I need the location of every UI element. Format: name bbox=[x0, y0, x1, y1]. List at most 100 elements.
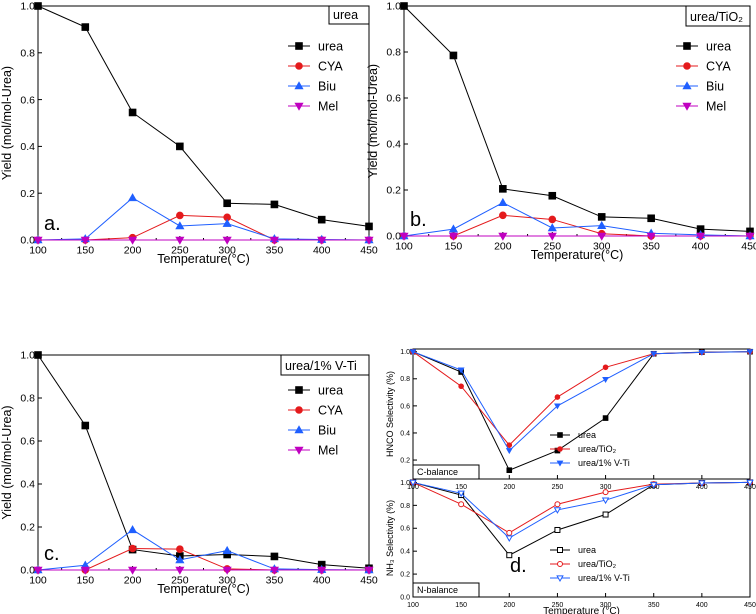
data-point bbox=[81, 23, 90, 31]
data-point bbox=[498, 232, 508, 241]
y-tick-label: 0.2 bbox=[20, 188, 35, 200]
data-point bbox=[222, 545, 232, 554]
legend-label: Mel bbox=[318, 443, 338, 457]
x-tick-label: 450 bbox=[741, 241, 756, 253]
data-point bbox=[602, 364, 609, 371]
data-point bbox=[554, 403, 561, 410]
x-tick-label: 300 bbox=[600, 484, 612, 491]
data-point bbox=[601, 497, 610, 505]
data-point bbox=[33, 566, 43, 575]
legend-marker bbox=[294, 81, 304, 90]
plot-frame bbox=[403, 5, 751, 237]
x-tick-label: 300 bbox=[600, 602, 612, 609]
data-point bbox=[222, 566, 232, 575]
x-tick-label: 250 bbox=[171, 245, 189, 257]
y-tick-label: 0.0 bbox=[20, 565, 35, 577]
legend-label: urea bbox=[578, 430, 596, 440]
data-point bbox=[127, 525, 138, 534]
legend-marker bbox=[556, 460, 564, 467]
data-point bbox=[646, 232, 656, 241]
x-axis-label: Temperature(°C) bbox=[157, 582, 250, 596]
y-tick-label: 0.6 bbox=[20, 436, 35, 448]
y-tick-label: 0.2 bbox=[386, 185, 401, 197]
data-point bbox=[80, 566, 90, 575]
data-point bbox=[602, 415, 609, 421]
data-point bbox=[364, 236, 374, 245]
x-tick-label: 200 bbox=[494, 241, 512, 253]
x-tick-label: 250 bbox=[544, 241, 562, 253]
x-tick-label: 200 bbox=[124, 245, 142, 257]
x-axis-label: Temperature(°C) bbox=[157, 252, 250, 266]
title-box bbox=[412, 582, 480, 598]
y-tick-label: 0.6 bbox=[386, 93, 401, 105]
x-axis-label: Temperature(°C) bbox=[531, 248, 624, 262]
data-point bbox=[602, 377, 609, 384]
data-point bbox=[506, 442, 513, 448]
data-point bbox=[505, 535, 514, 542]
legend-label: CYA bbox=[318, 403, 343, 417]
legend-marker bbox=[683, 42, 691, 50]
x-tick-label: 350 bbox=[266, 245, 284, 257]
data-point bbox=[602, 489, 609, 496]
x-tick-label: 150 bbox=[445, 241, 463, 253]
legend-marker bbox=[295, 406, 303, 414]
data-point bbox=[399, 232, 409, 241]
data-point bbox=[498, 197, 508, 206]
panel-title: C-balance bbox=[417, 467, 458, 477]
data-point bbox=[449, 51, 458, 60]
y-axis-label: NH₃ Selectivity (%) bbox=[385, 500, 395, 576]
data-point bbox=[554, 501, 561, 508]
x-tick-label: 150 bbox=[77, 575, 95, 587]
data-point bbox=[448, 224, 459, 233]
panel-title: urea/1% V-Ti bbox=[285, 359, 357, 373]
legend-marker bbox=[295, 42, 303, 50]
series-line-Biu bbox=[403, 202, 751, 237]
data-point bbox=[548, 215, 557, 224]
y-tick-label: 0.4 bbox=[400, 549, 410, 556]
y-tick-label: 0.2 bbox=[400, 572, 410, 579]
x-tick-label: 200 bbox=[503, 484, 515, 491]
x-tick-label: 400 bbox=[696, 484, 708, 491]
x-tick-label: 400 bbox=[692, 241, 710, 253]
data-point bbox=[746, 479, 754, 487]
data-point bbox=[34, 2, 42, 10]
y-tick-label: 0.8 bbox=[400, 503, 410, 510]
x-tick-label: 100 bbox=[29, 245, 47, 257]
data-point bbox=[695, 232, 706, 241]
y-tick-label: 0.0 bbox=[20, 235, 35, 247]
legend-label: CYA bbox=[318, 59, 343, 73]
data-point bbox=[745, 232, 755, 241]
data-point bbox=[409, 349, 417, 356]
y-tick-label: 0.0 bbox=[400, 594, 410, 601]
legend-marker bbox=[682, 81, 692, 90]
data-point bbox=[176, 211, 184, 220]
x-tick-label: 250 bbox=[552, 484, 564, 491]
panel-letter: b. bbox=[410, 209, 427, 231]
data-point bbox=[602, 511, 609, 518]
data-point bbox=[458, 501, 465, 508]
data-point bbox=[175, 236, 185, 245]
data-point bbox=[547, 223, 557, 232]
data-point bbox=[269, 236, 280, 245]
legend-label: Biu bbox=[318, 423, 336, 437]
legend-label: urea/1% V-Ti bbox=[578, 458, 630, 468]
panel-title: urea bbox=[333, 8, 358, 22]
title-box bbox=[280, 354, 370, 376]
y-tick-label: 0.2 bbox=[20, 522, 35, 534]
x-tick-label: 400 bbox=[696, 602, 708, 609]
data-point bbox=[270, 200, 279, 209]
title-box bbox=[328, 5, 370, 25]
data-point bbox=[457, 367, 465, 374]
y-tick-label: 0.6 bbox=[20, 94, 35, 106]
y-axis-label: Yield (mol/mol-Urea) bbox=[0, 405, 14, 519]
legend-label: urea/1% V-Ti bbox=[578, 573, 630, 583]
legend-marker bbox=[295, 386, 303, 394]
data-point bbox=[269, 566, 280, 575]
legend-marker bbox=[294, 425, 304, 434]
legend-marker bbox=[557, 561, 563, 567]
data-point bbox=[81, 421, 90, 430]
data-point bbox=[597, 232, 607, 241]
panel-letter: c. bbox=[44, 543, 60, 565]
x-tick-label: 200 bbox=[503, 602, 515, 609]
